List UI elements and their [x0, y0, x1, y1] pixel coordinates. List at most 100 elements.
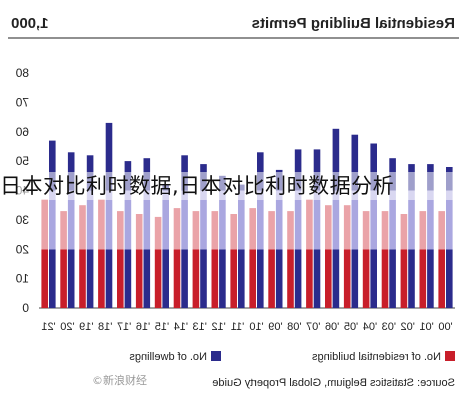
bar-buildings-band [419, 211, 427, 250]
bar-dwellings-top [370, 143, 377, 191]
bar-dwellings-band [257, 190, 264, 250]
bar-dwellings-top [67, 152, 75, 191]
bar-dwellings-base [86, 249, 94, 309]
bar-dwellings-top [257, 152, 264, 191]
bar-buildings-base [325, 249, 332, 309]
bar-dwellings-band [219, 190, 226, 250]
bar-buildings-base [343, 249, 351, 309]
bar-buildings-band [325, 205, 332, 250]
bar-dwellings-band [105, 190, 113, 250]
bar-buildings-base [249, 249, 256, 309]
bar-dwellings-band [181, 190, 188, 250]
bar-dwellings-band [162, 190, 169, 250]
x-tick-label: '02 [401, 321, 415, 333]
bar-buildings-band [79, 205, 86, 250]
bar-buildings-base [135, 249, 143, 309]
bar-buildings-base [400, 249, 408, 309]
bar-dwellings-top [332, 128, 340, 191]
bar-buildings-band [135, 214, 143, 250]
bar-dwellings-band [124, 190, 132, 250]
x-tick-label: '21 [41, 321, 55, 333]
x-tick-label: '06 [325, 321, 339, 333]
bar-buildings-base [79, 249, 86, 309]
bar-dwellings-base [332, 249, 340, 309]
bar-dwellings-top [105, 122, 113, 191]
bar-dwellings-base [351, 249, 359, 309]
bar-group [41, 122, 453, 309]
x-tick-label: '09 [268, 321, 282, 333]
bar-dwellings-top [49, 140, 56, 191]
bar-buildings-band [173, 208, 181, 250]
watermark-text: ©新浪财经 [92, 374, 147, 387]
bar-buildings-band [60, 211, 67, 250]
bar-dwellings-band [446, 190, 453, 250]
x-tick-label: '17 [117, 321, 131, 333]
x-tick-label: '20 [60, 321, 74, 333]
bar-buildings-base [306, 249, 313, 309]
bar-dwellings-top [294, 149, 302, 191]
unit-label: 1,000 [11, 15, 49, 32]
x-tick-label: '05 [344, 321, 358, 333]
bar-buildings-base [268, 249, 275, 309]
bar-dwellings-band [313, 190, 321, 250]
mirrored-chart-layer: Residential Building Permits 1,000 0 10 20… [8, 15, 459, 389]
bar-dwellings-base [427, 249, 434, 309]
x-tick-group: '00 '01 '02 '03 '04 '05 '06 '07 '08 '09 '10 '11 '12 '… [41, 321, 452, 333]
y-tick-label: 70 [15, 95, 29, 109]
bar-buildings-base [362, 249, 370, 309]
bar-buildings-base [230, 249, 237, 309]
x-tick-label: '16 [136, 321, 150, 333]
bar-dwellings-base [446, 249, 453, 309]
bar-dwellings-base [143, 249, 151, 309]
bar-buildings-base [173, 249, 181, 309]
x-tick-label: '00 [438, 321, 452, 333]
bar-buildings-band [249, 208, 256, 250]
bar-buildings-base [381, 249, 389, 309]
bar-dwellings-band [427, 190, 434, 250]
x-tick-label: '01 [419, 321, 433, 333]
bar-buildings-band [438, 211, 445, 250]
bar-buildings-base [438, 249, 445, 309]
bar-dwellings-base [124, 249, 132, 309]
bar-buildings-band [230, 214, 237, 250]
bar-dwellings-base [162, 249, 169, 309]
bar-buildings-base [419, 249, 427, 309]
y-tick-label: 60 [15, 125, 29, 139]
x-tick-label: '15 [155, 321, 169, 333]
bar-dwellings-band [332, 190, 340, 250]
bar-dwellings-top [351, 134, 359, 191]
x-tick-label: '07 [306, 321, 320, 333]
y-tick-label: 0 [22, 301, 29, 315]
y-tick-label: 20 [15, 242, 29, 256]
bar-buildings-band [400, 214, 408, 250]
bar-buildings-base [287, 249, 294, 309]
y-tick-label: 30 [15, 213, 29, 227]
bar-dwellings-band [351, 190, 359, 250]
x-tick-label: '14 [174, 321, 188, 333]
x-tick-label: '04 [363, 321, 377, 333]
bar-dwellings-base [219, 249, 226, 309]
bar-dwellings-band [294, 190, 302, 250]
y-tick-label: 50 [15, 154, 29, 168]
bar-buildings-base [60, 249, 67, 309]
bar-dwellings-base [408, 249, 415, 309]
bar-buildings-band [192, 211, 200, 250]
bar-buildings-base [41, 249, 48, 309]
bar-buildings-band [287, 211, 294, 250]
bar-buildings-band [117, 211, 124, 250]
bar-dwellings-base [49, 249, 56, 309]
bar-buildings-base [154, 249, 162, 309]
x-tick-label: '10 [249, 321, 263, 333]
bar-dwellings-base [200, 249, 207, 309]
bar-dwellings-base [238, 249, 245, 309]
x-tick-label: '18 [98, 321, 112, 333]
bar-dwellings-band [275, 190, 283, 250]
x-tick-label: '13 [193, 321, 207, 333]
bar-dwellings-band [67, 190, 75, 250]
bar-dwellings-base [105, 249, 113, 309]
bar-dwellings-band [238, 190, 245, 250]
x-tick-label: '11 [231, 321, 245, 333]
y-tick-label: 80 [15, 66, 29, 80]
bar-buildings-band [98, 199, 105, 250]
bar-dwellings-top [313, 149, 321, 191]
